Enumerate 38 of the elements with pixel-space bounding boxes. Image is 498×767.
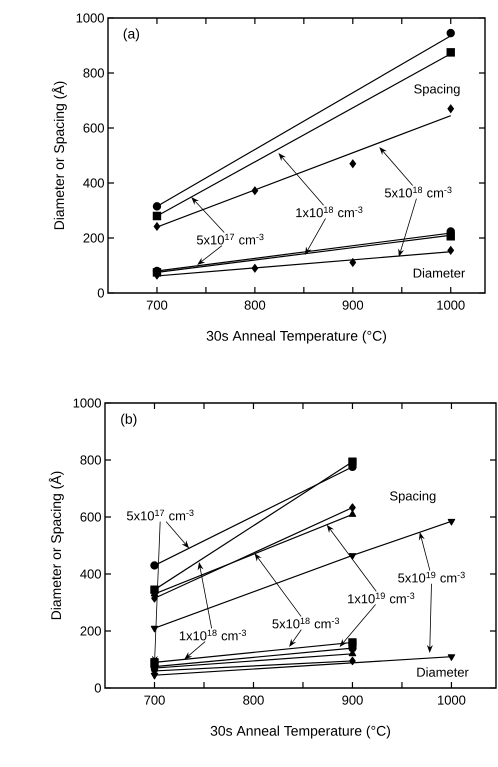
x-tick-label: 800: [244, 300, 266, 310]
y-tick-label: 400: [80, 569, 101, 579]
y-tick-label: 400: [83, 178, 104, 188]
y-tick-label: 200: [84, 233, 104, 243]
x-axis-title: 30s Anneal Temperature (°C): [210, 726, 390, 739]
y-tick-label: 600: [84, 123, 104, 133]
annotation: 1x10$^{18}$ cm$^{-3}$: [296, 206, 362, 218]
x-tick-label: 1000: [438, 696, 466, 705]
y-axis-title: Diameter or Spacing (Å): [48, 472, 64, 620]
annotation: 5x10$^{18}$ cm$^{-3}$: [384, 186, 452, 198]
x-tick-label: 900: [342, 300, 364, 310]
annotation: 1x10$^{19}$ cm$^{-3}$: [348, 592, 414, 604]
y-axis-title: Diameter or Spacing (Å): [52, 82, 67, 230]
annotation: Diameter: [417, 667, 469, 677]
x-tick-label: 700: [146, 300, 168, 310]
x-tick-label: 900: [342, 696, 363, 705]
y-tick-label: 1000: [76, 13, 104, 23]
x-tick-label: 800: [243, 696, 264, 705]
y-tick-label: 200: [80, 626, 101, 636]
x-tick-label: 1000: [437, 300, 465, 310]
annotation: Spacing: [414, 84, 460, 96]
y-tick-label: 800: [80, 455, 101, 465]
annotation: 5x10$^{18}$ cm$^{-3}$: [272, 618, 340, 628]
annotation: Spacing: [390, 491, 436, 504]
y-tick-label: 0: [94, 683, 101, 693]
annotation: 5x10$^{17}$ cm$^{-3}$: [126, 510, 194, 520]
text: (a): [124, 28, 140, 42]
y-tick-label: 0: [98, 288, 104, 298]
x-tick-label: 700: [144, 696, 165, 705]
annotation: 1x10$^{18}$ cm$^{-3}$: [180, 630, 246, 640]
y-tick-label: 600: [80, 512, 101, 522]
y-tick-label: 800: [83, 68, 104, 78]
annotation: 5x10$^{19}$ cm$^{-3}$: [398, 572, 465, 583]
y-tick-label: 1000: [74, 398, 101, 408]
text: (b): [121, 414, 136, 427]
annotation: Diameter: [414, 268, 466, 278]
annotation: 5x10$^{17}$ cm$^{-3}$: [196, 234, 264, 245]
x-axis-title: 30s Anneal Temperature (°C): [206, 330, 386, 344]
